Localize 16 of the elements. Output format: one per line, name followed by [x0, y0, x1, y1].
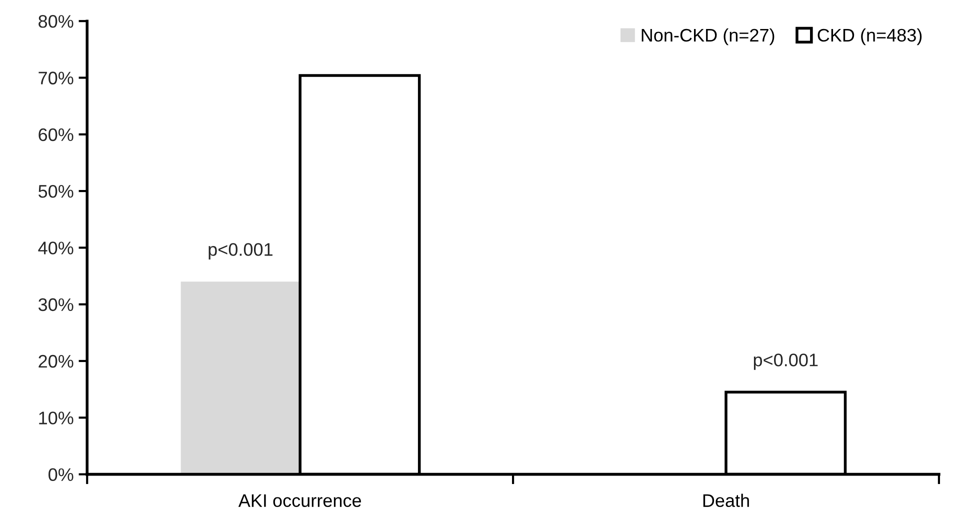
y-tick-label: 80%	[38, 15, 74, 28]
annotation: p<0.001	[208, 243, 272, 260]
x-tick-label: AKI occurrence	[238, 494, 361, 508]
bar	[180, 282, 300, 474]
y-tick-label: 60%	[38, 128, 74, 142]
annotation: p<0.001	[754, 354, 818, 370]
legend-label: Non-CKD (n=27)	[642, 28, 774, 46]
y-tick-label: 70%	[38, 72, 74, 84]
legend-label: CKD (n=483)	[818, 28, 922, 46]
y-tick-label: 40%	[38, 242, 74, 254]
y-tick-label: 50%	[38, 184, 74, 198]
y-tick-label: 0%	[48, 468, 74, 482]
y-tick-label: 20%	[38, 354, 74, 368]
y-tick-label: 30%	[38, 298, 74, 312]
y-tick-label: 10%	[39, 412, 74, 424]
x-tick-label: Death	[703, 494, 749, 508]
